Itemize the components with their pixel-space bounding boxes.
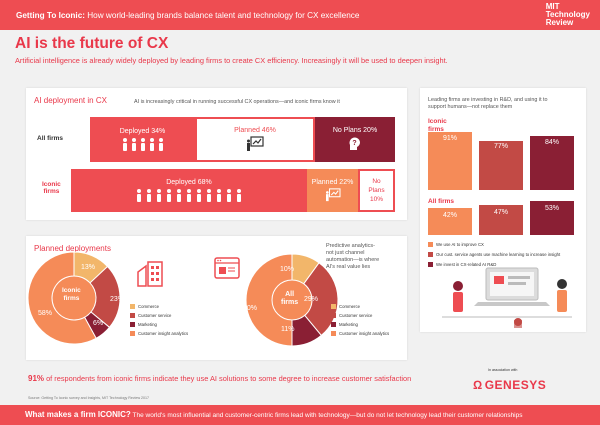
rnd-all-bar-3 (530, 201, 574, 235)
footer-bold: What makes a firm ICONIC? (25, 410, 131, 419)
stat-callout: 91% of respondents from iconic firms ind… (28, 374, 411, 383)
rnd-note: Leading firms are investing in R&D, and … (428, 97, 548, 110)
svg-text:?: ? (352, 140, 356, 147)
question-head-icon: ? (349, 137, 360, 150)
rnd-iconic-value-1: 91% (442, 135, 457, 142)
bar-all-planned: Planned 46% (195, 117, 315, 162)
legend-item: Marketing (130, 322, 188, 327)
planned-panel: Planned deployments Predictive analytics… (26, 236, 407, 360)
deployment-panel: AI deployment in CX AI is increasingly c… (26, 88, 407, 220)
row-label-iconic: Iconic firms (42, 181, 61, 195)
donut-slice (27, 251, 97, 345)
rnd-panel: Leading firms are investing in R&D, and … (420, 88, 586, 332)
donut-all-value-2: 29% (304, 296, 319, 303)
stat-text: of respondents from iconic firms indicat… (44, 374, 412, 383)
deployment-title: AI deployment in CX (34, 96, 107, 105)
rnd-iconic-bar-3 (530, 136, 574, 190)
header-title: Getting To Iconic: How world-leading bra… (16, 11, 359, 20)
page-subtitle: Artificial intelligence is already widel… (15, 56, 448, 65)
donut-iconic-value-4: 58% (38, 310, 53, 317)
planned-note: Predictive analytics- not just channel a… (326, 243, 380, 270)
header-title-bold: Getting To Iconic: (16, 11, 85, 20)
mit-logo: MIT Technology Review (545, 2, 590, 27)
donut-all-value-1: 10% (280, 266, 295, 273)
people-icon (122, 138, 163, 151)
stat-value: 91% (28, 374, 45, 383)
building-icon (137, 261, 163, 287)
source-note: Source: Getting To Iconic survey and Ins… (28, 396, 150, 400)
laptop-illustration (442, 267, 572, 328)
donut-charts (27, 251, 339, 347)
bar-iconic-deployed: Deployed 68% (71, 169, 307, 212)
legend-item: Commerce (331, 304, 389, 309)
donut-all (245, 253, 339, 347)
rnd-iconic-label: Iconic firms (428, 118, 447, 133)
presentation-icon (325, 188, 341, 202)
rnd-all-value-2: 47% (493, 209, 508, 216)
browser-icon (214, 257, 240, 279)
rnd-iconic-value-3: 84% (544, 139, 559, 146)
rnd-all-value-3: 53% (544, 205, 559, 212)
legend-item: We use AI to improve CX (428, 242, 560, 247)
people-icon (137, 189, 241, 202)
row-label-all: All firms (37, 135, 64, 142)
footer-banner (0, 405, 600, 425)
legend-item: Our cust. service agents use machine lea… (428, 252, 560, 257)
legend-item: Customer insight analytics (331, 331, 389, 336)
rnd-iconic-bar-1 (428, 132, 472, 190)
footer-rest: The world's most influential and custome… (130, 412, 523, 419)
association-label: In association with (488, 368, 518, 372)
page-title: AI is the future of CX (15, 35, 169, 52)
legend-item: Customer insight analytics (130, 331, 188, 336)
legend-item: Customer service (130, 313, 188, 318)
rnd-all-value-1: 42% (442, 212, 457, 219)
deployment-note: AI is increasingly critical in running s… (134, 99, 340, 105)
legend-iconic: Commerce Customer service Marketing Cust… (130, 304, 188, 336)
legend-item: Commerce (130, 304, 188, 309)
rnd-legend: We use AI to improve CX Our cust. servic… (428, 242, 560, 267)
bar-all-deployed: Deployed 34% (90, 117, 195, 162)
rnd-all-bar-2 (479, 205, 523, 235)
donut-all-center: All firms (281, 291, 299, 306)
rnd-iconic-value-2: 77% (493, 143, 508, 150)
genesys-logo: Ω GENESYS (473, 378, 547, 392)
planned-title: Planned deployments (34, 244, 111, 253)
donut-iconic-value-3: 6% (93, 320, 104, 327)
presentation-icon (247, 136, 264, 151)
donut-slice (245, 253, 293, 347)
donut-iconic (27, 251, 121, 345)
legend-item: Customer service (331, 313, 389, 318)
footer-text: What makes a firm ICONIC? The world's mo… (25, 410, 523, 419)
donut-all-value-3: 11% (281, 326, 295, 333)
rnd-all-bar-1 (428, 208, 472, 235)
legend-item: Marketing (331, 322, 389, 327)
bar-all-noplans: No Plans 20% ? (315, 117, 395, 162)
bar-iconic-noplans: No Plans 10% (358, 169, 395, 212)
donut-iconic-value-1: 13% (81, 264, 96, 271)
bar-iconic-planned: Planned 22% (307, 169, 358, 212)
donut-iconic-center: Iconic firms (62, 287, 81, 302)
legend-item: We invest in CX-related AI R&D (428, 262, 560, 267)
header-title-light: How world-leading brands balance talent … (84, 11, 360, 20)
legend-all: Commerce Customer service Marketing Cust… (331, 304, 389, 336)
donut-all-value-4: 50% (243, 305, 258, 312)
donut-slice (303, 262, 339, 337)
rnd-iconic-bar-2 (479, 141, 523, 190)
donut-iconic-value-2: 23% (110, 296, 125, 303)
rnd-all-label: All firms (428, 198, 455, 205)
header-banner (0, 0, 600, 30)
